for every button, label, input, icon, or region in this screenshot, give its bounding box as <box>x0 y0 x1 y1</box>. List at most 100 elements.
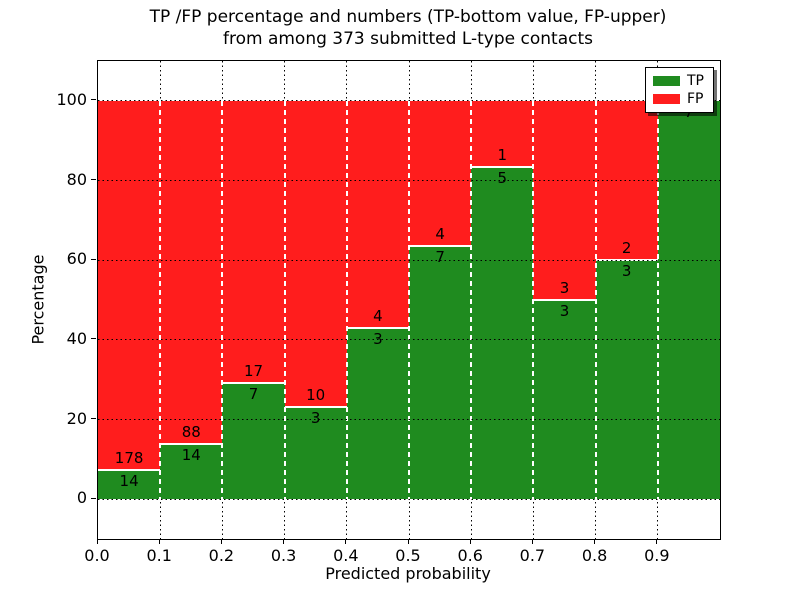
bar-separator <box>470 100 473 500</box>
x-tick-label: 0.2 <box>208 546 235 565</box>
tp-count-label: 14 <box>119 472 139 491</box>
legend-row: TP <box>646 73 713 89</box>
legend-swatch-tp <box>653 75 680 86</box>
x-tick-label: 0.7 <box>519 546 546 565</box>
x-tick-mark <box>469 539 471 544</box>
y-tick-label: 20 <box>66 408 87 428</box>
y-tick-mark <box>91 258 96 260</box>
x-tick-label: 0.4 <box>333 546 359 565</box>
tp-fp-boundary-line <box>533 299 596 301</box>
x-tick-mark <box>656 539 658 544</box>
legend-label-fp: FP <box>687 91 704 108</box>
fp-count-label: 4 <box>373 307 383 326</box>
bar-separator <box>283 100 286 500</box>
tp-fp-boundary-line <box>222 381 285 384</box>
chart-title-line1: TP /FP percentage and numbers (TP-bottom… <box>149 7 667 27</box>
plot-area: 17814881417710343471533237 <box>97 60 721 540</box>
tp-count-label: 3 <box>373 330 383 349</box>
y-tick-label: 80 <box>66 169 87 189</box>
bar-segment-tp <box>284 407 347 500</box>
x-tick-label: 0.0 <box>84 546 110 565</box>
tp-fp-boundary-line <box>98 469 161 472</box>
fp-count-label: 178 <box>114 449 144 468</box>
x-tick-mark <box>531 539 533 544</box>
bar-segment-tp <box>409 245 472 500</box>
bar-segment-tp <box>533 300 596 500</box>
legend-row: FP <box>646 91 713 107</box>
x-tick-label: 0.6 <box>457 546 483 565</box>
y-tick-mark <box>91 99 96 101</box>
horizontal-gridline <box>98 259 720 261</box>
bar-separator <box>408 100 410 500</box>
horizontal-gridline <box>98 100 720 102</box>
x-tick-label: 0.8 <box>581 546 608 565</box>
y-tick-mark <box>91 418 96 419</box>
fp-count-label: 17 <box>243 361 264 380</box>
tp-count-label: 7 <box>435 247 445 266</box>
tp-count-label: 5 <box>497 169 508 188</box>
bar-segment-tp <box>222 382 285 500</box>
tp-fp-boundary-line <box>409 244 472 247</box>
bar-segment-fp <box>284 100 347 408</box>
fp-count-label: 88 <box>181 423 201 442</box>
y-tick-mark <box>91 497 96 499</box>
tp-count-label: 14 <box>181 446 201 465</box>
tp-count-label: 7 <box>248 384 259 403</box>
x-tick-mark <box>283 539 285 544</box>
bar-segment-tp <box>160 444 223 500</box>
bar-separator <box>532 100 535 500</box>
y-tick-label: 0 <box>76 488 87 508</box>
y-tick-label: 60 <box>66 249 87 269</box>
bar-segment-fp <box>160 100 223 445</box>
tp-fp-boundary-line <box>160 443 223 446</box>
chart-title-line2: from among 373 submitted L-type contacts <box>222 29 593 49</box>
y-tick-mark <box>91 179 96 180</box>
bar-segment-fp <box>222 100 285 383</box>
x-tick-mark <box>96 539 98 544</box>
tp-count-label: 3 <box>559 302 570 320</box>
bar-separator <box>221 100 224 500</box>
x-tick-label: 0.1 <box>146 546 172 565</box>
bar-segment-fp <box>533 100 596 300</box>
legend-label-tp: TP <box>687 72 704 89</box>
chart-title: TP /FP percentage and numbers (TP-bottom… <box>97 6 719 50</box>
tp-fp-boundary-line <box>471 166 534 169</box>
bar-segment-fp <box>409 100 472 246</box>
x-tick-mark <box>158 539 160 544</box>
bar-segment-fp <box>98 100 161 471</box>
tp-count-label: 3 <box>621 262 632 281</box>
x-tick-mark <box>220 539 222 544</box>
x-tick-mark <box>345 539 347 544</box>
tp-fp-boundary-line <box>284 406 347 409</box>
y-axis-label: Percentage <box>28 254 48 345</box>
y-tick-mark <box>91 338 96 340</box>
y-tick-label: 100 <box>56 89 87 109</box>
x-tick-label: 0.3 <box>270 546 297 565</box>
x-tick-label: 0.5 <box>395 546 421 565</box>
bar-segment-tp <box>346 328 409 500</box>
bar-segment-tp <box>595 260 658 500</box>
y-tick-label: 40 <box>66 328 87 348</box>
x-tick-label: 0.9 <box>644 546 670 565</box>
bar-segment-fp <box>346 100 409 329</box>
horizontal-gridline <box>98 180 720 181</box>
fp-count-label: 10 <box>306 386 326 405</box>
x-tick-mark <box>594 539 596 544</box>
bar-separator <box>345 100 348 500</box>
bar-separator <box>656 100 659 500</box>
tp-count-label: 3 <box>310 409 321 428</box>
horizontal-gridline <box>98 339 720 341</box>
bar-separator <box>594 100 597 500</box>
legend-swatch-fp <box>653 94 680 105</box>
legend: TP FP <box>645 67 714 113</box>
bar-segment-fp <box>471 100 534 168</box>
x-axis-label: Predicted probability <box>325 564 491 583</box>
fp-count-label: 2 <box>621 239 632 258</box>
horizontal-gridline <box>98 419 720 420</box>
fp-count-label: 1 <box>497 146 508 165</box>
x-tick-mark <box>407 539 409 544</box>
bar-separator <box>159 100 162 500</box>
bar-segment-tp <box>471 167 534 500</box>
bar-segment-tp <box>657 100 720 500</box>
